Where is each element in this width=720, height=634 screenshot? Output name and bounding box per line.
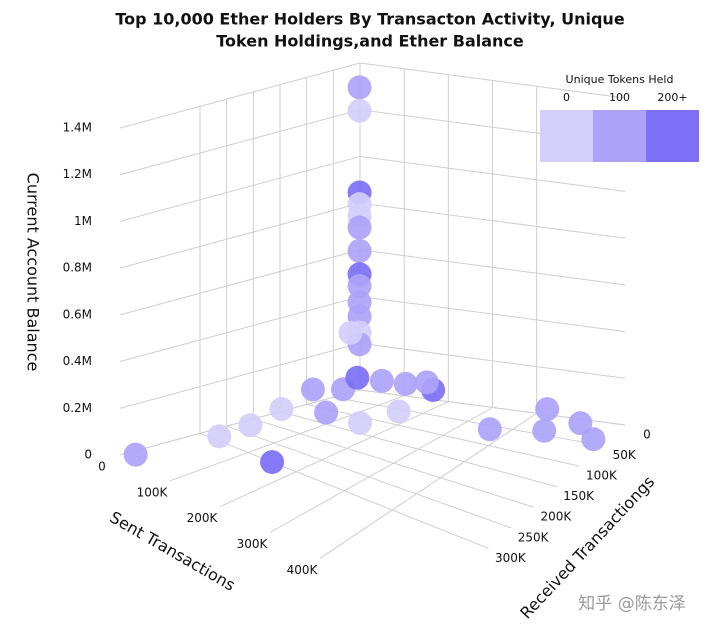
data-point bbox=[347, 215, 372, 240]
data-point bbox=[369, 368, 394, 393]
grid-line bbox=[119, 296, 361, 363]
z-tick-label: 0.8M bbox=[63, 261, 92, 275]
y-tick-label: 0 bbox=[643, 428, 651, 442]
y-tick-label: 300K bbox=[495, 551, 527, 565]
grid-line bbox=[359, 155, 626, 192]
grid-line bbox=[199, 432, 489, 549]
chart-title: Token Holdings,and Ether Balance bbox=[216, 32, 524, 51]
y-tick-label: 250K bbox=[518, 530, 550, 544]
colorbar-tick-label: 200+ bbox=[657, 91, 687, 104]
data-point bbox=[238, 413, 263, 438]
y-tick-label: 200K bbox=[540, 510, 572, 524]
data-point bbox=[207, 424, 232, 449]
grid-line bbox=[119, 249, 361, 316]
x-tick-label: 0 bbox=[98, 460, 106, 474]
data-point bbox=[568, 411, 593, 436]
z-tick-label: 0.6M bbox=[63, 307, 92, 321]
z-tick-label: 0 bbox=[84, 448, 92, 462]
grid-line bbox=[219, 401, 449, 508]
grid-line bbox=[359, 202, 626, 239]
data-point bbox=[386, 399, 411, 424]
grid-line bbox=[119, 155, 361, 222]
z-tick-label: 1M bbox=[74, 214, 92, 228]
data-point bbox=[269, 397, 294, 422]
grid-line bbox=[359, 342, 626, 379]
grid-line bbox=[119, 109, 361, 176]
y-tick-label: 50K bbox=[613, 448, 637, 462]
grid-line bbox=[269, 407, 493, 533]
data-point bbox=[338, 320, 363, 345]
grid-line bbox=[226, 425, 512, 529]
data-point bbox=[393, 371, 418, 396]
x-axis-title: Sent Transactions bbox=[107, 508, 239, 595]
x-tick-label: 200K bbox=[187, 511, 219, 525]
grid-line bbox=[359, 296, 626, 333]
data-point bbox=[314, 400, 339, 425]
grid-line bbox=[119, 202, 361, 269]
z-tick-label: 0.2M bbox=[63, 401, 92, 415]
chart-title: Top 10,000 Ether Holders By Transacton A… bbox=[115, 10, 625, 29]
y-tick-label: 100K bbox=[586, 469, 618, 483]
z-tick-label: 1.4M bbox=[63, 121, 92, 135]
data-point bbox=[347, 238, 372, 263]
data-point bbox=[477, 417, 502, 442]
data-point bbox=[347, 75, 372, 100]
colorbar-swatch bbox=[540, 110, 593, 162]
grid-line bbox=[359, 62, 626, 99]
grid-line bbox=[359, 249, 626, 286]
y-tick-label: 150K bbox=[563, 489, 595, 503]
data-point bbox=[347, 98, 372, 123]
colorbar-tick-label: 0 bbox=[563, 91, 570, 104]
z-axis-title: Current Account Balance bbox=[24, 173, 43, 372]
grid-line bbox=[119, 342, 361, 409]
x-tick-label: 100K bbox=[137, 485, 169, 499]
grid-line bbox=[169, 395, 405, 482]
x-tick-label: 400K bbox=[287, 563, 319, 577]
colorbar-swatch bbox=[593, 110, 646, 162]
data-point bbox=[345, 365, 370, 390]
data-point bbox=[581, 427, 606, 452]
data-point bbox=[535, 397, 560, 422]
colorbar-swatch bbox=[646, 110, 699, 162]
data-point bbox=[123, 442, 148, 467]
data-point bbox=[414, 370, 439, 395]
colorbar-tick-label: 100 bbox=[609, 91, 630, 104]
data-point bbox=[260, 450, 285, 475]
data-point bbox=[348, 410, 373, 435]
grid-line bbox=[319, 412, 537, 559]
grid-line bbox=[253, 418, 535, 508]
data-point bbox=[532, 418, 557, 443]
grid-line bbox=[119, 62, 361, 129]
z-tick-label: 0.4M bbox=[63, 354, 92, 368]
z-tick-label: 1.2M bbox=[63, 167, 92, 181]
x-tick-label: 300K bbox=[237, 537, 269, 551]
grid-line bbox=[333, 396, 603, 447]
colorbar-title: Unique Tokens Held bbox=[566, 73, 674, 86]
data-point bbox=[300, 377, 325, 402]
watermark: 知乎 @陈东泽 bbox=[578, 594, 685, 614]
